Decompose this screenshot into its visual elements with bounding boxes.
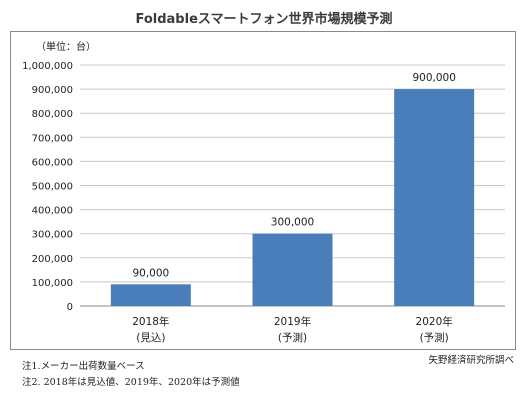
x-tick-year: 2018年 [132, 315, 169, 328]
y-tick-label: 900,000 [32, 85, 73, 96]
bar-chart: （単位：台） 0 100,000 200,000 300,000 400,000 500,… [22, 40, 505, 344]
x-tick-status: (予測) [278, 331, 307, 344]
bars [110, 89, 475, 306]
note-2: 注2. 2018年は見込値、2019年、2020年は予測値 [22, 377, 240, 388]
y-tick-label: 0 [67, 302, 73, 313]
chart-title: Foldableスマートフォン世界市場規模予測 [135, 12, 393, 27]
y-tick-label: 100,000 [32, 278, 73, 289]
y-tick-label: 700,000 [32, 133, 73, 144]
note-1: 注1.メーカー出荷数量ベース [22, 361, 145, 372]
x-tick-year: 2020年 [416, 315, 453, 328]
x-tick-status: (予測) [420, 331, 449, 344]
x-axis-labels: 2018年 (見込) 2019年 (予測) 2020年 (予測) [132, 315, 453, 344]
y-tick-label: 1,000,000 [22, 61, 73, 72]
y-tick-label: 800,000 [32, 109, 73, 120]
y-tick-label: 300,000 [32, 230, 73, 241]
value-label: 90,000 [132, 267, 169, 279]
unit-label: （単位：台） [36, 40, 96, 53]
chart-frame [10, 31, 516, 350]
bar [110, 284, 191, 306]
y-axis-ticks: 0 100,000 200,000 300,000 400,000 500,000 600,… [22, 61, 73, 313]
bar [252, 233, 333, 306]
x-tick-year: 2019年 [274, 315, 311, 328]
value-labels: 90,000 300,000 900,000 [132, 72, 455, 279]
source-credit: 矢野経済研究所調べ [428, 355, 514, 366]
y-tick-label: 500,000 [32, 182, 73, 193]
y-tick-label: 600,000 [32, 157, 73, 168]
value-label: 300,000 [271, 217, 314, 229]
x-tick-status: (見込) [136, 332, 165, 344]
bar [394, 89, 475, 306]
value-label: 900,000 [412, 72, 455, 84]
y-tick-label: 200,000 [32, 254, 73, 265]
y-tick-label: 400,000 [32, 206, 73, 217]
